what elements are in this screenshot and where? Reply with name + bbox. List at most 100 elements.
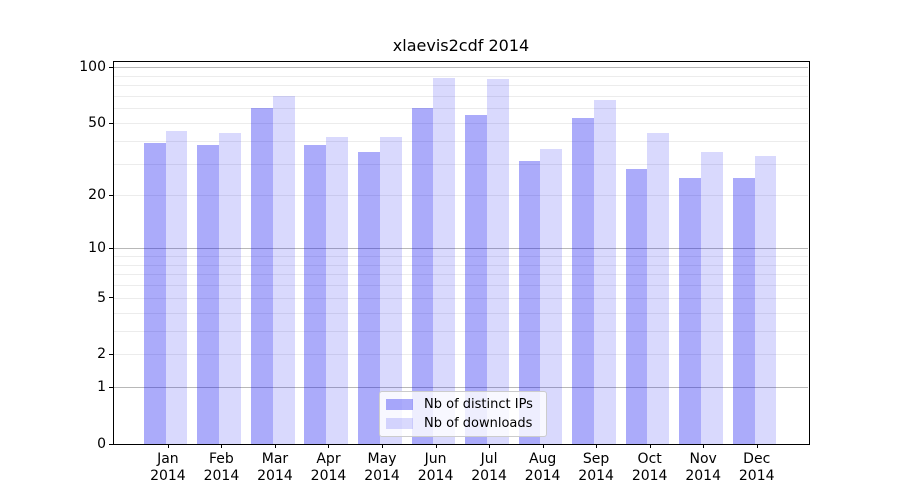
bar-downloads: [272, 96, 295, 444]
bar-distinct-ips: [143, 142, 166, 444]
legend-swatch: [386, 399, 413, 410]
x-tick-month: Oct: [637, 451, 662, 467]
x-tick-month: Mar: [261, 451, 289, 467]
bar-downloads: [165, 131, 188, 444]
x-tick-label: Jan 2014: [136, 451, 200, 485]
x-tick-mark: [382, 444, 384, 448]
y-minor-gridline: [114, 96, 808, 98]
y-tick-label: 2: [97, 346, 106, 363]
y-tick-mark: [109, 386, 113, 388]
y-tick-mark: [109, 247, 113, 249]
bar-distinct-ips: [250, 108, 273, 444]
y-major-gridline: [114, 67, 808, 69]
y-tick-label: 20: [88, 187, 106, 204]
bar-distinct-ips: [465, 115, 487, 444]
x-tick-label: May 2014: [350, 451, 414, 485]
y-minor-gridline: [114, 195, 808, 197]
y-tick-mark: [109, 443, 113, 445]
bar-downloads: [379, 136, 402, 444]
y-tick-mark: [109, 297, 113, 299]
y-minor-gridline: [114, 285, 808, 287]
bar-downloads: [219, 133, 242, 444]
bar-distinct-ips: [358, 151, 380, 444]
x-tick-mark: [167, 444, 169, 448]
y-tick-label: 5: [97, 289, 106, 306]
x-tick-month: Feb: [209, 451, 234, 467]
bar-downloads: [754, 156, 777, 444]
x-tick-month: Sep: [582, 451, 610, 467]
bar-distinct-ips: [572, 118, 594, 444]
y-minor-gridline: [114, 163, 808, 165]
x-tick-label: Oct 2014: [618, 451, 682, 485]
y-minor-gridline: [114, 354, 808, 356]
y-minor-gridline: [114, 140, 808, 142]
bar-distinct-ips: [625, 169, 648, 444]
bar-downloads: [701, 151, 723, 444]
y-minor-gridline: [114, 330, 808, 332]
x-tick-year: 2014: [524, 468, 561, 484]
bar-distinct-ips: [197, 144, 220, 444]
x-tick-mark: [328, 444, 330, 448]
y-minor-gridline: [114, 297, 808, 299]
x-tick-month: Jul: [480, 451, 498, 467]
y-minor-gridline: [114, 274, 808, 276]
y-minor-gridline: [114, 108, 808, 110]
x-tick-year: 2014: [150, 468, 186, 484]
x-tick-year: 2014: [364, 468, 400, 484]
x-tick-label: Feb 2014: [189, 451, 253, 485]
y-tick-label: 0: [97, 436, 106, 452]
bar-downloads: [647, 133, 670, 444]
x-tick-month: Jan: [157, 451, 179, 467]
x-tick-month: May: [367, 451, 397, 467]
y-minor-gridline: [114, 256, 808, 258]
legend-row: Nb of downloads: [386, 414, 540, 433]
legend-label: Nb of distinct IPs: [424, 397, 533, 412]
x-tick-month: Apr: [316, 451, 341, 467]
x-tick-mark: [703, 444, 705, 448]
x-tick-mark: [542, 444, 544, 448]
bar-distinct-ips: [679, 178, 701, 444]
y-tick-label: 1: [97, 379, 106, 396]
x-tick-month: Jun: [424, 451, 447, 467]
legend: Nb of distinct IPs Nb of downloads: [379, 391, 547, 437]
x-tick-year: 2014: [310, 468, 347, 484]
x-tick-mark: [435, 444, 437, 448]
x-tick-mark: [489, 444, 491, 448]
chart-title: xlaevis2cdf 2014: [392, 36, 530, 55]
x-tick-year: 2014: [257, 468, 293, 484]
y-major-gridline: [114, 248, 808, 250]
y-tick-label: 10: [88, 240, 106, 257]
bar-downloads: [433, 77, 456, 444]
x-tick-label: Sep 2014: [564, 451, 628, 485]
x-tick-year: 2014: [203, 468, 240, 484]
y-minor-gridline: [114, 85, 808, 87]
bar-downloads: [326, 136, 349, 444]
x-tick-mark: [274, 444, 276, 448]
y-tick-mark: [109, 194, 113, 196]
x-tick-month: Aug: [528, 451, 557, 467]
bar-downloads: [593, 99, 616, 444]
x-tick-mark: [649, 444, 651, 448]
x-tick-year: 2014: [738, 468, 775, 484]
x-tick-label: Nov 2014: [671, 451, 735, 485]
x-tick-year: 2014: [685, 468, 721, 484]
bar-distinct-ips: [304, 144, 327, 444]
x-tick-year: 2014: [578, 468, 614, 484]
legend-label: Nb of downloads: [424, 416, 533, 431]
y-minor-gridline: [114, 123, 808, 125]
x-tick-label: Apr 2014: [296, 451, 360, 485]
x-tick-label: Jun 2014: [404, 451, 468, 485]
bar-downloads: [486, 79, 509, 444]
y-tick-label: 100: [79, 59, 106, 76]
bar-distinct-ips: [518, 161, 541, 444]
x-tick-year: 2014: [417, 468, 454, 484]
y-tick-label: 50: [88, 115, 106, 132]
bar-distinct-ips: [732, 178, 755, 444]
x-tick-year: 2014: [631, 468, 668, 484]
x-tick-label: Dec 2014: [725, 451, 789, 485]
y-minor-gridline: [114, 264, 808, 266]
bar-distinct-ips: [411, 108, 434, 444]
x-tick-label: Jul 2014: [457, 451, 521, 485]
x-tick-year: 2014: [471, 468, 507, 484]
x-tick-month: Dec: [743, 451, 771, 467]
